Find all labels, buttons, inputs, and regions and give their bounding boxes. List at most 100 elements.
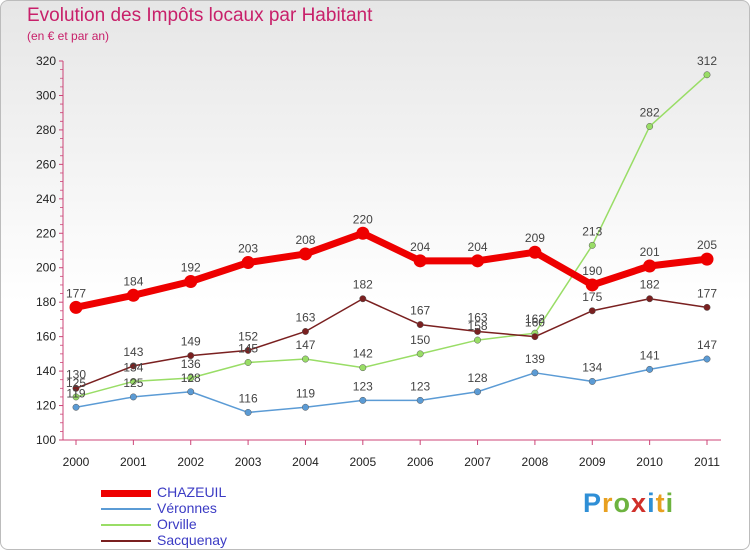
data-point <box>703 71 711 79</box>
legend-item: Véronnes <box>101 500 321 517</box>
y-tick-label: 120 <box>36 399 56 413</box>
data-label: 128 <box>468 371 488 385</box>
data-label: 119 <box>66 386 85 400</box>
data-point <box>471 254 485 268</box>
data-point <box>359 396 367 404</box>
data-label: 116 <box>239 391 258 405</box>
x-tick-label: 2004 <box>292 455 319 469</box>
legend-item: Sacquenay <box>101 532 321 549</box>
series-line-orville <box>75 74 708 398</box>
data-label: 205 <box>697 238 717 252</box>
logo-letter: o <box>613 488 632 518</box>
data-label: 123 <box>353 379 373 393</box>
data-label: 141 <box>640 348 660 362</box>
y-tick-label: 100 <box>36 433 56 447</box>
data-point <box>474 336 481 344</box>
y-tick-label: 220 <box>36 226 56 240</box>
data-point <box>359 364 367 372</box>
data-label: 147 <box>697 338 717 352</box>
data-label: 128 <box>181 371 201 385</box>
chart-title: Evolution des Impôts locaux par Habitant <box>27 5 373 26</box>
data-point <box>129 377 137 385</box>
data-point <box>531 333 539 341</box>
data-point <box>585 278 599 292</box>
data-label: 312 <box>697 54 717 68</box>
x-tick-label: 2002 <box>177 455 204 469</box>
data-point <box>72 393 80 401</box>
data-label: 147 <box>295 338 315 352</box>
y-tick-label: 200 <box>36 261 56 275</box>
data-label: 149 <box>181 335 201 349</box>
data-point <box>588 377 596 385</box>
data-label: 125 <box>123 376 143 390</box>
data-label: 190 <box>582 264 602 278</box>
y-tick-label: 300 <box>36 88 56 102</box>
data-label: 143 <box>123 345 143 359</box>
x-tick-label: 2011 <box>694 455 720 469</box>
data-point <box>244 346 252 354</box>
logo-letter: P <box>583 488 603 518</box>
data-point <box>187 388 195 396</box>
data-label: 162 <box>525 312 545 326</box>
data-point <box>187 352 195 360</box>
data-label: 160 <box>525 316 545 330</box>
data-point <box>588 307 596 315</box>
x-tick-label: 2000 <box>63 455 90 469</box>
logo-letter: i <box>647 488 656 518</box>
legend-item: Orville <box>101 516 321 533</box>
data-point <box>416 321 424 329</box>
legend-item: CHAZEUIL <box>101 484 321 501</box>
y-tick-label: 320 <box>36 54 56 68</box>
data-label: 220 <box>353 212 373 226</box>
data-point <box>703 303 711 311</box>
legend-swatch <box>101 540 151 542</box>
data-point <box>241 256 255 270</box>
chart-axes: 100 120 140 160 180 200 220 240 260 280 300 320 2000… <box>36 54 721 469</box>
data-point <box>474 328 481 335</box>
data-label: 201 <box>640 245 660 259</box>
data-label: 209 <box>525 231 545 245</box>
x-tick-label: 2005 <box>349 455 376 469</box>
data-label: 158 <box>468 319 488 333</box>
series-line-chazeuil <box>75 229 708 311</box>
legend-swatch <box>101 508 151 510</box>
x-tick-label: 2009 <box>579 455 606 469</box>
data-point <box>413 254 427 268</box>
data-label: 139 <box>525 352 545 366</box>
data-label: 182 <box>640 278 660 292</box>
data-point <box>187 374 195 382</box>
data-point <box>184 275 198 289</box>
legend-swatch <box>101 490 151 497</box>
data-label: 282 <box>640 105 660 119</box>
data-label: 125 <box>66 376 86 390</box>
data-label: 130 <box>66 367 86 381</box>
data-label: 152 <box>238 329 258 343</box>
x-tick-label: 2001 <box>120 455 147 469</box>
data-point <box>72 384 80 392</box>
data-point <box>359 295 367 303</box>
data-label: 123 <box>410 379 430 393</box>
data-label: 134 <box>123 360 143 374</box>
data-point <box>416 350 424 358</box>
data-point <box>356 226 370 240</box>
data-point <box>129 362 137 370</box>
data-label: 182 <box>353 278 373 292</box>
data-point <box>528 245 542 259</box>
logo-letter: x <box>631 488 648 518</box>
data-label: 163 <box>295 310 315 324</box>
legend-label: Sacquenay <box>157 532 228 548</box>
legend-label: CHAZEUIL <box>157 484 227 500</box>
data-point <box>298 247 312 261</box>
data-label: 208 <box>295 233 315 247</box>
data-point <box>302 328 309 335</box>
legend-label: Orville <box>157 516 197 532</box>
chart-subtitle: (en € et par an) <box>27 29 110 43</box>
y-tick-label: 280 <box>36 123 56 137</box>
data-label: 204 <box>468 240 488 254</box>
data-label: 213 <box>582 224 602 238</box>
logo-letter: t <box>655 488 666 518</box>
series-line-sacquenay <box>75 297 708 390</box>
series-line-véronnes <box>75 358 708 414</box>
